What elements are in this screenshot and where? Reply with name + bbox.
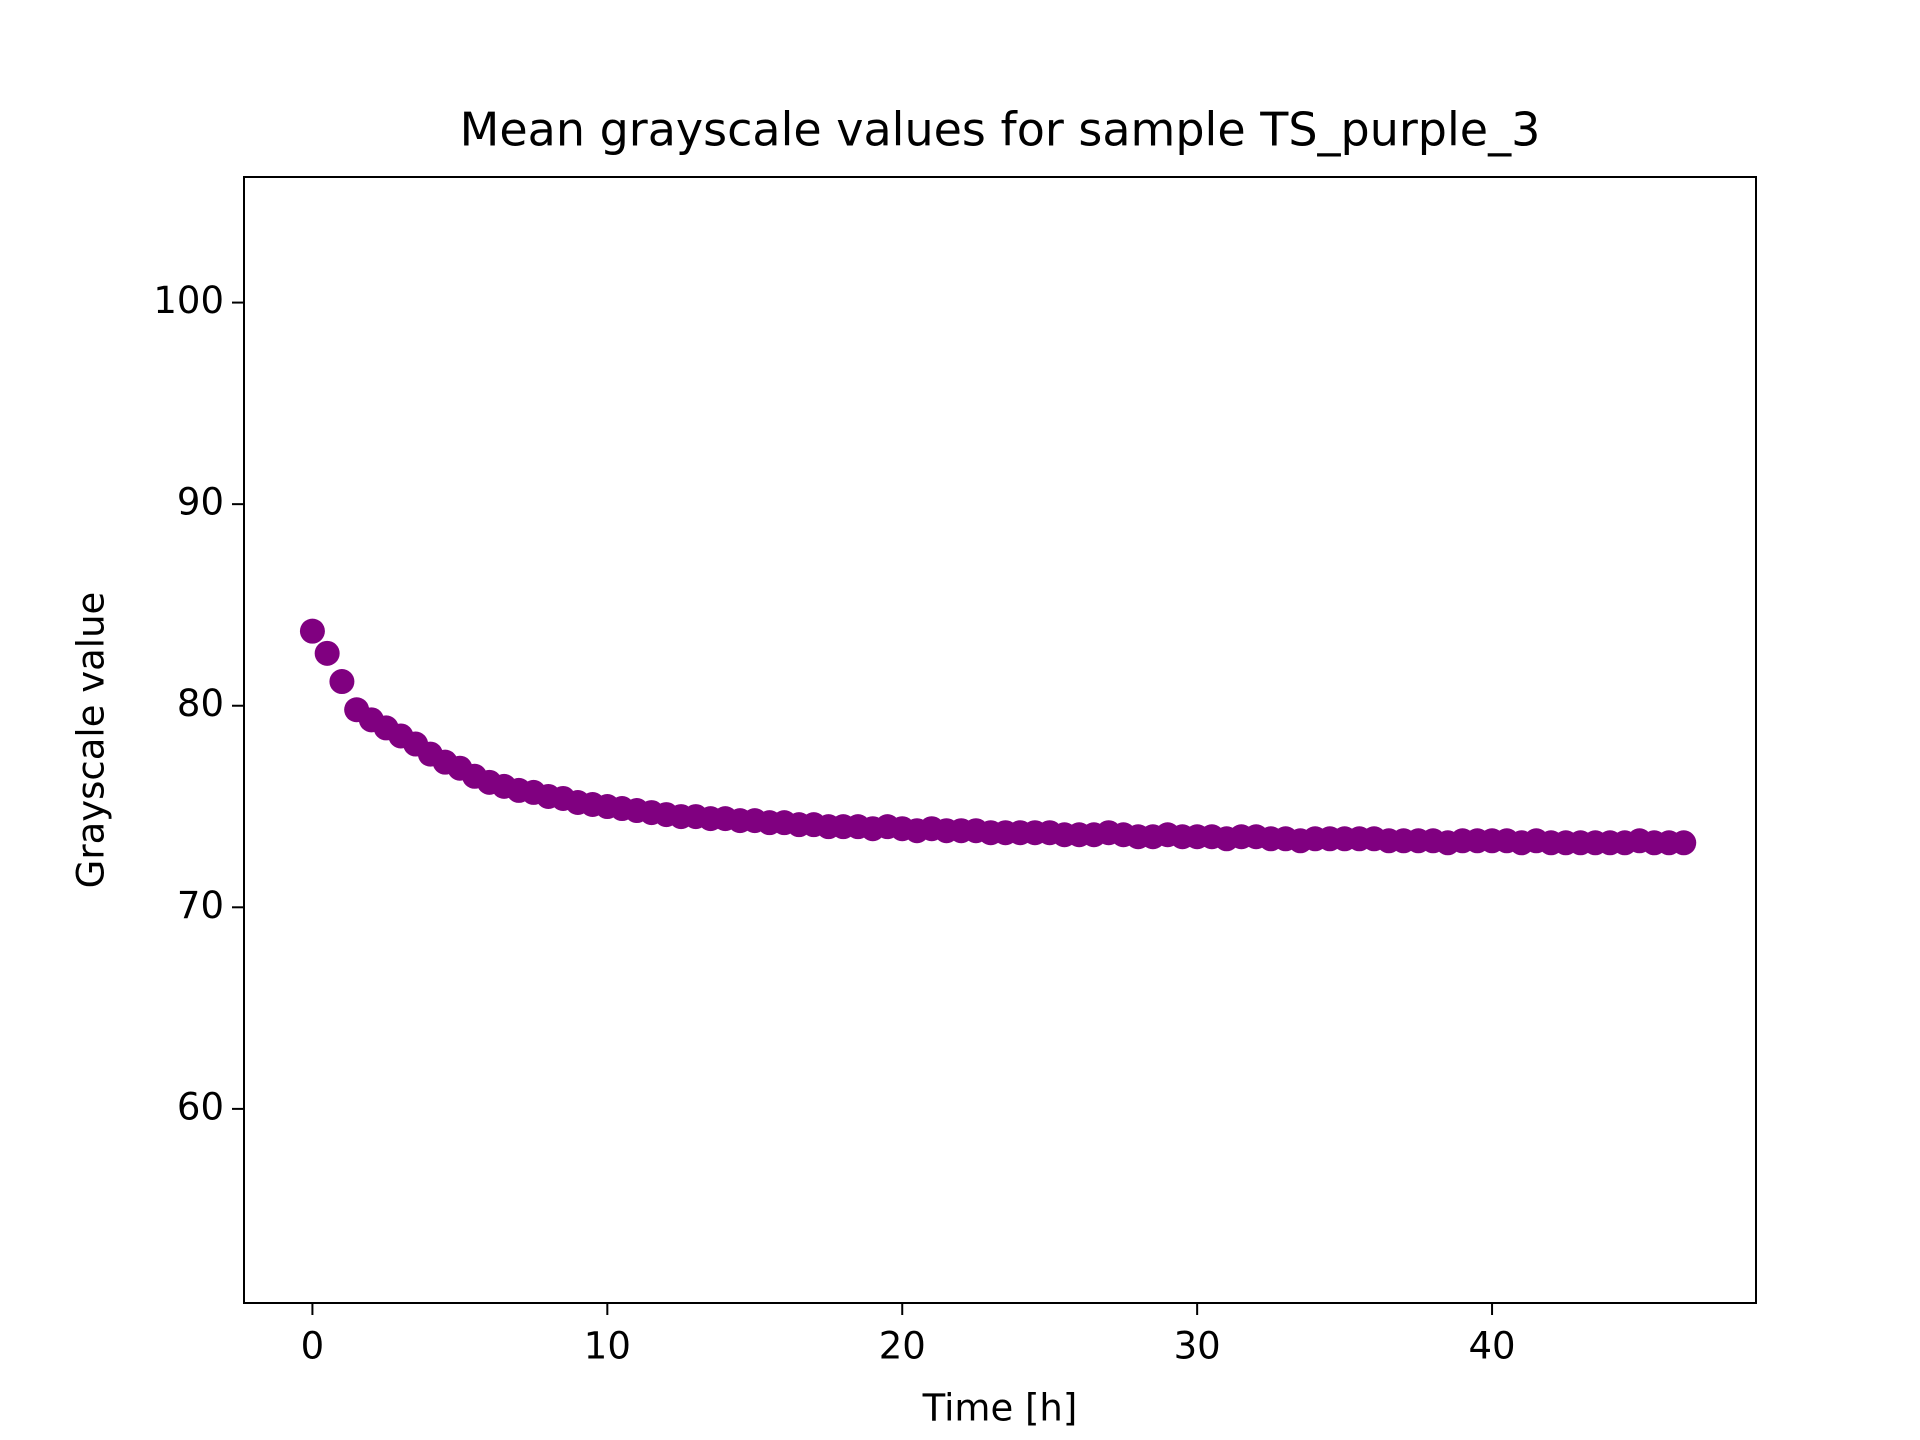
data-point (299, 618, 325, 644)
y-tick-label: 90 (177, 481, 224, 524)
x-tick-label: 0 (301, 1325, 325, 1368)
x-axis-label: Time [h] (922, 1387, 1078, 1430)
x-tick-label: 20 (879, 1325, 926, 1368)
data-point (329, 669, 355, 695)
y-tick-label: 60 (177, 1085, 224, 1128)
chart-title: Mean grayscale values for sample TS_purp… (460, 103, 1541, 157)
y-tick-label: 70 (177, 884, 224, 927)
y-tick-label: 80 (177, 682, 224, 725)
x-tick-label: 10 (584, 1325, 631, 1368)
data-point (1671, 830, 1697, 856)
y-tick-label: 100 (153, 279, 224, 322)
plot-frame (243, 176, 1757, 1304)
y-axis-label: Grayscale value (70, 592, 113, 889)
data-point (314, 640, 340, 666)
x-tick-label: 40 (1469, 1325, 1516, 1368)
x-tick-label: 30 (1174, 1325, 1221, 1368)
